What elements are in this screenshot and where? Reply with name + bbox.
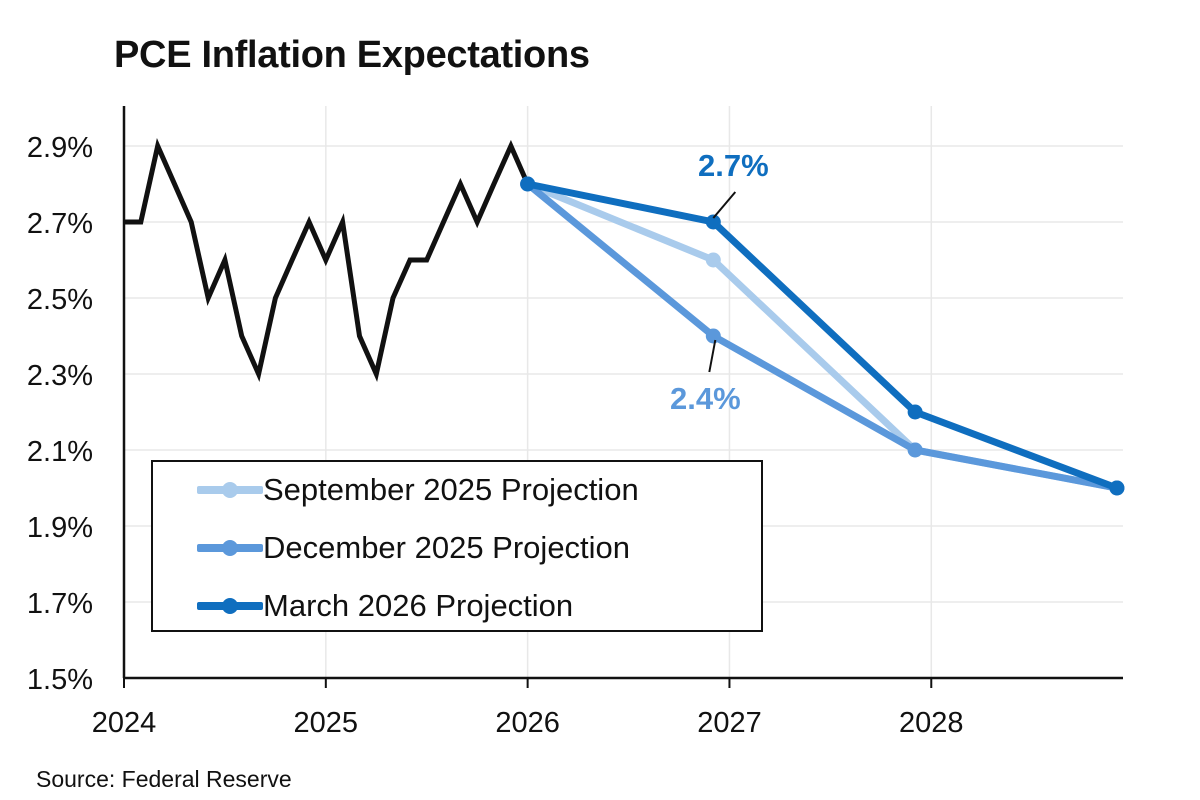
legend-swatch-december (197, 528, 263, 568)
data-point-december-2025-projection (907, 442, 923, 458)
legend-item-march: March 2026 Projection (197, 586, 573, 626)
legend-label-december: December 2025 Projection (263, 530, 631, 565)
x-tick-label: 2025 (294, 707, 359, 739)
legend-item-september: September 2025 Projection (197, 470, 639, 510)
data-point-march-2026-projection (520, 176, 536, 192)
annotations: 2.7% 2.4% (670, 148, 769, 416)
annotation-label: 2.4% (670, 381, 741, 416)
chart-title: PCE Inflation Expectations (114, 34, 590, 76)
y-tick-label: 2.5% (27, 284, 93, 316)
series-line-september-2025-projection (526, 180, 1118, 492)
legend-label-march: March 2026 Projection (263, 588, 574, 623)
y-tick-label: 1.5% (27, 664, 93, 696)
chart-legend: September 2025 Projection December 2025 … (151, 460, 763, 632)
legend-item-december: December 2025 Projection (197, 528, 630, 568)
series-lines (124, 138, 1125, 496)
y-tick-label: 2.9% (27, 132, 93, 164)
annotation-label: 2.7% (698, 148, 769, 183)
annotation-leader (708, 339, 717, 373)
y-tick-label: 2.7% (27, 208, 93, 240)
x-tick-label: 2026 (495, 707, 560, 739)
series-line-actual (124, 138, 530, 382)
x-tick-label: 2024 (92, 707, 157, 739)
data-point-december-2025-projection (705, 328, 721, 344)
x-tick-label: 2027 (697, 707, 762, 739)
legend-label-september: September 2025 Projection (263, 472, 639, 507)
data-point-march-2026-projection (705, 214, 721, 230)
y-tick-label: 2.1% (27, 436, 93, 468)
annotation-leader (712, 191, 737, 219)
source-note: Source: Federal Reserve (36, 766, 292, 792)
y-tick-label: 1.9% (27, 512, 93, 544)
y-tick-label: 1.7% (27, 588, 93, 620)
legend-swatch-march (197, 586, 263, 626)
series-line-march-2026-projection (526, 180, 1119, 492)
data-point-march-2026-projection (907, 404, 923, 420)
axes: 1.5% 1.7% 1.9% 2.1% 2.3% 2.5% 2.7% 2.9% 2024 2025… (27, 106, 1123, 739)
x-tick-label: 2028 (899, 707, 964, 739)
data-point-september-2025-projection (705, 252, 721, 268)
series-line-december-2025-projection (525, 181, 1118, 492)
legend-swatch-september (197, 470, 263, 510)
data-point-march-2026-projection (1109, 480, 1125, 496)
y-tick-label: 2.3% (27, 360, 93, 392)
